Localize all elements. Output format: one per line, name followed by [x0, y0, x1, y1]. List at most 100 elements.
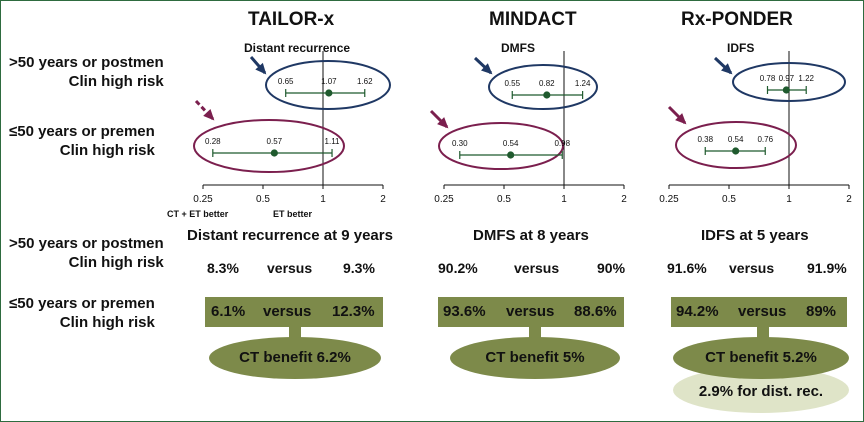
row-label-results-top: >50 years or postmen Clin high risk [9, 234, 164, 272]
rxponder-top-vs: versus [729, 260, 775, 276]
results-heading-mindact: DMFS at 8 years [473, 227, 589, 244]
row-label-results-bottom: ≤50 years or premen Clin high risk [9, 294, 155, 332]
mindact-point-0 [543, 91, 551, 99]
mindact-value-label-0-2: 1.24 [575, 79, 591, 88]
rxponder-benefit-text: CT benefit 5.2% [705, 349, 817, 366]
mindact-value-label-1-2: 0.98 [554, 139, 570, 148]
tailorx-bottom-a: 6.1% [211, 303, 246, 320]
panel-subtitle-rxponder: IDFS [727, 41, 755, 55]
tailorx-value-label-0-1: 1.07 [321, 77, 337, 86]
mindact-value-label-1-0: 0.30 [452, 139, 468, 148]
rxponder-value-label-0-2: 1.22 [798, 74, 814, 83]
tailorx-point-1 [270, 149, 278, 157]
panel-subtitle-mindact: DMFS [501, 41, 535, 55]
panel-subtitle-tailorx: Distant recurrence [244, 41, 351, 55]
tailorx-top-a: 8.3% [207, 260, 239, 276]
tailorx-value-label-1-0: 0.28 [205, 137, 221, 146]
rxponder-benefit-pill: CT benefit 5.2% [673, 337, 849, 379]
tailorx-value-label-0-2: 1.62 [357, 77, 373, 86]
mindact-tick-label-0: 0.25 [434, 194, 454, 205]
rxponder-arrowhead-0 [721, 63, 733, 75]
tailorx-result-box: 6.1% versus 12.3% [205, 297, 383, 327]
forest-plots: 0.25 0.5 1 2 0.65 1.07 1.62 0.28 0.57 1.11 0.25 0.5… [193, 51, 852, 205]
tailorx-value-label-1-1: 0.57 [267, 137, 283, 146]
mindact-top-a: 90.2% [438, 260, 478, 276]
tailorx-tick-label-3: 2 [380, 194, 386, 205]
row-label-top: >50 years or postmen Clin high risk [9, 53, 164, 91]
tailorx-bottom-b: 12.3% [332, 303, 375, 320]
mindact-result-box: 93.6% versus 88.6% [438, 297, 624, 327]
rxponder-point-1 [732, 147, 740, 155]
mindact-arrowhead-1 [437, 117, 449, 129]
tailorx-point-0 [325, 89, 333, 97]
mindact-value-label-1-1: 0.54 [503, 139, 519, 148]
row-label-top-line1: >50 years or postmen [9, 54, 164, 71]
tailorx-ellipse-0 [265, 60, 391, 110]
rxponder-value-label-1-0: 0.38 [697, 135, 713, 144]
results-heading-rxponder: IDFS at 5 years [701, 227, 809, 244]
tailorx-value-label-0-0: 0.65 [278, 77, 294, 86]
tailorx-tick-label-1: 0.5 [256, 194, 270, 205]
mindact-benefit-text: CT benefit 5% [485, 349, 585, 366]
mindact-bottom-vs: versus [506, 303, 555, 320]
tailorx-arrowhead-1 [203, 109, 215, 121]
rxponder-tick-label-0: 0.25 [659, 194, 679, 205]
tailorx-top-vs: versus [267, 260, 313, 276]
rxponder-tick-label-1: 0.5 [722, 194, 736, 205]
panel-title-mindact: MINDACT [489, 9, 577, 30]
mindact-top-b: 90% [597, 260, 626, 276]
row-label-top-line2: Clin high risk [68, 73, 164, 90]
tailorx-ellipse-1 [193, 119, 345, 173]
rxponder-tick-label-2: 1 [786, 194, 792, 205]
rxponder-result-box: 94.2% versus 89% [671, 297, 847, 327]
rxponder-value-label-1-2: 0.76 [757, 135, 773, 144]
mindact-value-label-0-0: 0.55 [504, 79, 520, 88]
tailorx-tick-label-0: 0.25 [193, 194, 213, 205]
rxponder-arrowhead-1 [675, 113, 687, 125]
rxponder-value-label-1-1: 0.54 [728, 135, 744, 144]
rxponder-top-b: 91.9% [807, 260, 847, 276]
mindact-ellipse-1 [438, 122, 564, 170]
panel-title-tailorx: TAILOR-x [248, 9, 335, 30]
results-heading-tailorx: Distant recurrence at 9 years [187, 227, 393, 244]
mindact-tick-label-3: 2 [621, 194, 627, 205]
rxponder-bottom-b: 89% [806, 303, 837, 320]
mindact-bottom-a: 93.6% [443, 303, 486, 320]
row-label-results-bottom-line2: Clin high risk [59, 314, 155, 331]
rxponder-extra-text: 2.9% for dist. rec. [698, 383, 824, 400]
row-label-results-top-line2: Clin high risk [68, 254, 164, 271]
tailorx-tick-label-2: 1 [320, 194, 326, 205]
tailorx-value-label-1-2: 1.11 [325, 137, 341, 146]
row-label-results-top-line1: >50 years or postmen [9, 235, 164, 252]
mindact-tick-label-2: 1 [561, 194, 567, 205]
rxponder-top-a: 91.6% [667, 260, 707, 276]
mindact-point-1 [507, 151, 515, 159]
row-label-results-bottom-line1: ≤50 years or premen [9, 295, 155, 312]
axis-note-ct-et-better: CT + ET better [167, 209, 229, 219]
axis-note-et-better: ET better [273, 209, 313, 219]
tailorx-benefit-text: CT benefit 6.2% [239, 349, 351, 366]
row-label-bottom-line2: Clin high risk [59, 142, 155, 159]
rxponder-value-label-0-1: 0.97 [779, 74, 795, 83]
mindact-top-vs: versus [514, 260, 560, 276]
mindact-tick-label-1: 0.5 [497, 194, 511, 205]
rxponder-bottom-a: 94.2% [676, 303, 719, 320]
rxponder-value-label-0-0: 0.78 [760, 74, 776, 83]
rxponder-tick-label-3: 2 [846, 194, 852, 205]
panel-title-rxponder: Rx-PONDER [681, 9, 793, 30]
mindact-arrowhead-0 [481, 63, 493, 75]
row-label-bottom: ≤50 years or premen Clin high risk [9, 122, 155, 160]
mindact-ellipse-0 [488, 64, 598, 110]
tailorx-bottom-vs: versus [263, 303, 312, 320]
rxponder-bottom-vs: versus [738, 303, 787, 320]
rxponder-ellipse-1 [675, 121, 797, 169]
row-label-bottom-line1: ≤50 years or premen [9, 123, 155, 140]
rxponder-ellipse-0 [732, 62, 846, 102]
tailorx-benefit-pill: CT benefit 6.2% [209, 337, 381, 379]
tailorx-top-b: 9.3% [343, 260, 375, 276]
mindact-bottom-b: 88.6% [574, 303, 617, 320]
mindact-benefit-pill: CT benefit 5% [450, 337, 620, 379]
mindact-value-label-0-1: 0.82 [539, 79, 555, 88]
rxponder-point-0 [782, 86, 790, 94]
